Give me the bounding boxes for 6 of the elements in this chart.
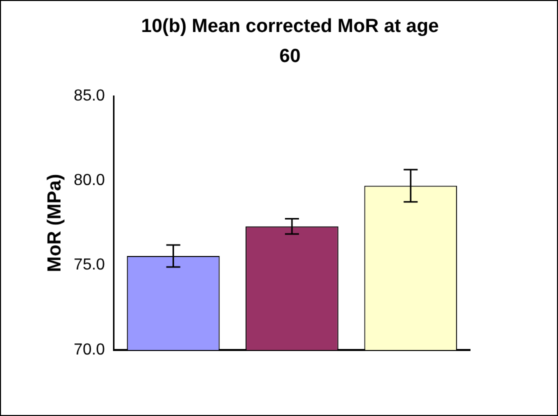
chart-title: 10(b) Mean corrected MoR at age 60 bbox=[140, 15, 440, 69]
y-tick-label: 75.0 bbox=[74, 256, 106, 274]
y-axis-title: MoR (MPa) bbox=[44, 174, 66, 272]
y-tick-label: 80.0 bbox=[74, 172, 106, 190]
y-tick-label: 85.0 bbox=[74, 87, 106, 104]
y-tick-label: 70.0 bbox=[74, 341, 106, 358]
